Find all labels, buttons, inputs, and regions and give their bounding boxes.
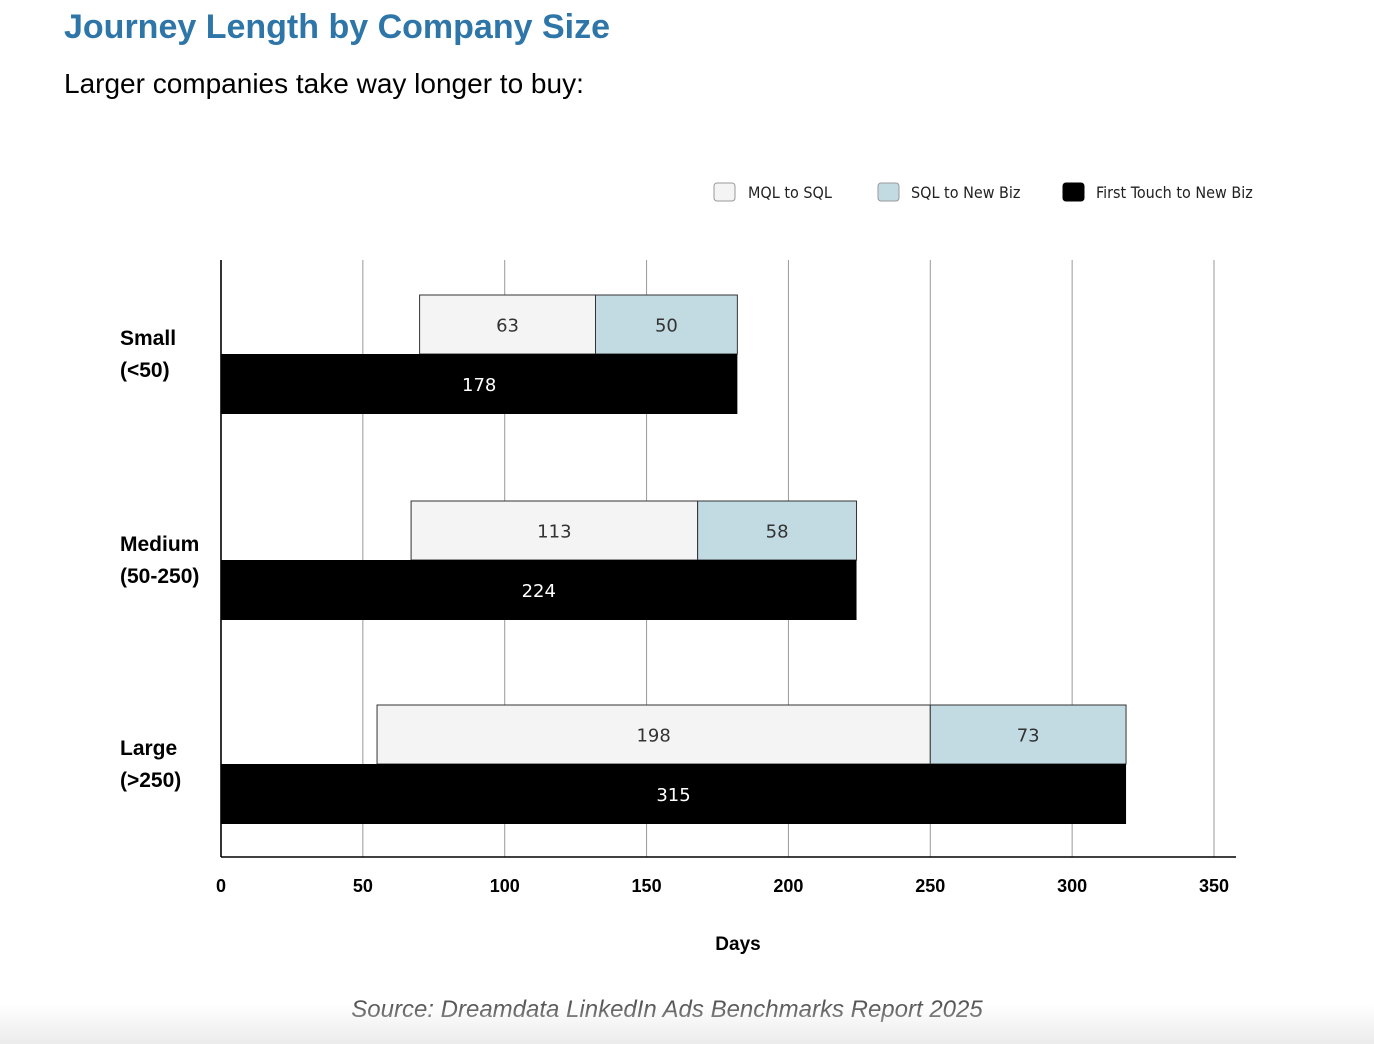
bar-value-label: 315	[656, 785, 690, 806]
bar-value-label: 224	[522, 581, 556, 602]
x-tick-label: 250	[915, 876, 945, 896]
legend-swatch	[713, 182, 736, 202]
bar-segment	[419, 294, 597, 355]
page-subtitle: Larger companies take way longer to buy:	[64, 68, 584, 99]
page-title: Journey Length by Company Size	[64, 8, 610, 46]
bar-value-label: 113	[537, 522, 571, 543]
category-labels: Small (<50) Medium (50-250) Large (>250)	[120, 327, 199, 792]
category-label: Large	[120, 737, 177, 760]
bars: 63 50 178 113 58 224 198 73 315	[221, 294, 1127, 824]
bar-segment	[595, 294, 738, 355]
chart-legend: MQL to SQL SQL to New Biz First Touch to N…	[713, 182, 1253, 202]
category-label: (50-250)	[120, 565, 199, 588]
x-tick-label: 350	[1199, 876, 1229, 896]
legend-label: SQL to New Biz	[911, 183, 1020, 202]
category-label: Medium	[120, 533, 199, 556]
bar-value-label: 63	[496, 316, 519, 337]
x-tick-label: 200	[773, 876, 803, 896]
bar-value-label: 73	[1017, 726, 1040, 747]
bar-value-label: 58	[766, 522, 789, 543]
legend-swatch	[1062, 182, 1085, 202]
bar-value-label: 198	[636, 726, 670, 747]
bar-first-touch	[221, 560, 857, 620]
axes	[220, 260, 1236, 858]
bar-value-label: 178	[462, 375, 496, 396]
x-tick-label: 100	[490, 876, 520, 896]
legend-label: First Touch to New Biz	[1096, 183, 1253, 202]
x-tick-label: 0	[216, 876, 226, 896]
bar-value-label: 50	[655, 316, 678, 337]
x-tick-label: 300	[1057, 876, 1087, 896]
x-axis-title: Days	[715, 934, 760, 955]
bar-segment	[697, 500, 858, 561]
category-label: (<50)	[120, 359, 170, 382]
bottom-fade	[0, 1004, 1374, 1044]
bar-first-touch	[221, 764, 1127, 824]
legend-swatch	[877, 182, 900, 202]
x-tick-label: 150	[632, 876, 662, 896]
category-label: (>250)	[120, 769, 181, 792]
bar-first-touch	[221, 354, 738, 414]
category-label: Small	[120, 327, 176, 350]
x-tick-label: 50	[353, 876, 373, 896]
legend-label: MQL to SQL	[748, 183, 832, 202]
bar-segment	[376, 704, 931, 765]
x-tick-labels: 0 50 100 150 200 250 300 350	[216, 876, 1229, 896]
